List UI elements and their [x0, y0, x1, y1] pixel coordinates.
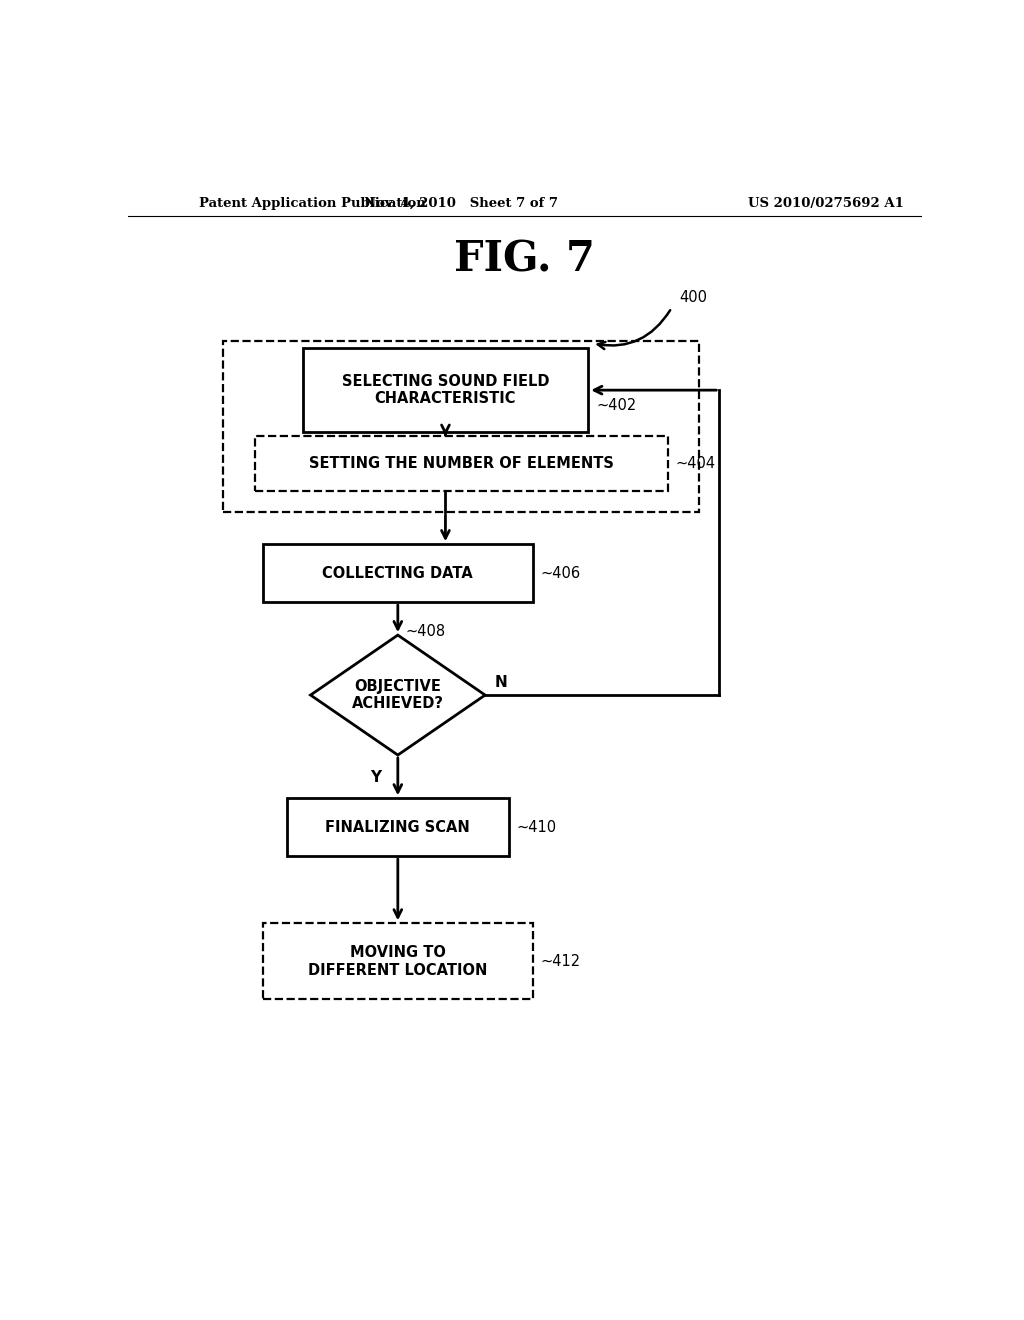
Text: Nov. 4, 2010   Sheet 7 of 7: Nov. 4, 2010 Sheet 7 of 7 [365, 197, 558, 210]
Bar [223, 342, 699, 512]
Text: Y: Y [370, 770, 381, 785]
Bar [263, 923, 532, 999]
Text: FINALIZING SCAN: FINALIZING SCAN [326, 820, 470, 834]
Text: ~406: ~406 [541, 565, 581, 581]
Text: MOVING TO
DIFFERENT LOCATION: MOVING TO DIFFERENT LOCATION [308, 945, 487, 978]
Text: N: N [495, 676, 508, 690]
Text: ~408: ~408 [406, 623, 445, 639]
Bar [255, 436, 668, 491]
Text: ~410: ~410 [517, 820, 557, 834]
Text: SETTING THE NUMBER OF ELEMENTS: SETTING THE NUMBER OF ELEMENTS [309, 455, 613, 471]
Text: Patent Application Publication: Patent Application Publication [200, 197, 426, 210]
Text: SELECTING SOUND FIELD
CHARACTERISTIC: SELECTING SOUND FIELD CHARACTERISTIC [342, 374, 549, 407]
Text: US 2010/0275692 A1: US 2010/0275692 A1 [749, 197, 904, 210]
Text: COLLECTING DATA: COLLECTING DATA [323, 565, 473, 581]
Text: FIG. 7: FIG. 7 [455, 238, 595, 280]
Text: 400: 400 [680, 290, 708, 305]
FancyArrowPatch shape [598, 310, 670, 348]
Bar [287, 799, 509, 857]
Bar [263, 544, 532, 602]
Text: ~404: ~404 [676, 455, 716, 471]
Text: ~412: ~412 [541, 954, 581, 969]
Text: ~402: ~402 [596, 397, 637, 413]
Bar [303, 348, 588, 432]
Polygon shape [310, 635, 485, 755]
Text: OBJECTIVE
ACHIEVED?: OBJECTIVE ACHIEVED? [352, 678, 443, 711]
